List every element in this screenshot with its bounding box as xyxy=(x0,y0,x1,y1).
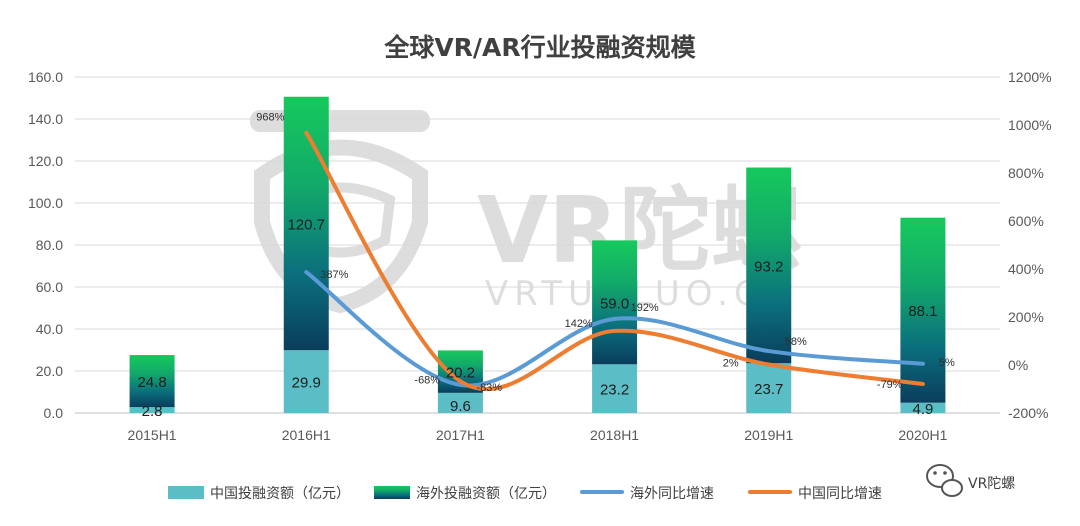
x-tick-label: 2019H1 xyxy=(744,427,793,443)
x-tick-label: 2020H1 xyxy=(898,427,947,443)
bar-china xyxy=(437,392,483,413)
bar-china-label: 29.9 xyxy=(292,375,321,392)
wechat-icon xyxy=(926,464,963,497)
chart-title: 全球VR/AR行业投融资规模 xyxy=(383,33,696,62)
line-china-label: 2% xyxy=(723,358,739,370)
line-overseas-growth xyxy=(304,270,925,388)
x-tick-label: 2015H1 xyxy=(128,427,177,443)
line-overseas-label: 5% xyxy=(939,357,955,369)
right-tick-label: -200% xyxy=(1008,405,1048,421)
line-overseas-label: -83% xyxy=(476,382,502,394)
bar-overseas-label: 120.7 xyxy=(287,216,325,233)
bar-overseas xyxy=(900,217,946,403)
watermark: VR陀螺 VRTUOLUO.CN xyxy=(250,110,803,314)
right-tick-label: 1200% xyxy=(1008,69,1052,85)
line-labels: 387% -83% 192% 58% 5% 968% -68% 142% 2% -79% xyxy=(256,112,955,394)
footer-badge: VR陀螺 xyxy=(926,464,1015,497)
legend-label: 海外同比增速 xyxy=(630,486,714,502)
right-tick-label: 1000% xyxy=(1008,117,1052,133)
line-china-label: -68% xyxy=(414,374,440,386)
bar-overseas xyxy=(746,167,792,364)
bars xyxy=(129,96,946,413)
left-tick-label: 80.0 xyxy=(36,237,63,253)
bar-overseas-label: 93.2 xyxy=(754,258,783,275)
right-tick-label: 200% xyxy=(1008,309,1044,325)
bar-china xyxy=(746,363,792,413)
line-china-label: -79% xyxy=(877,379,903,391)
bar-overseas-label: 88.1 xyxy=(908,303,937,320)
bar-china-label: 9.6 xyxy=(450,398,471,415)
bar-china xyxy=(592,364,638,413)
left-tick-label: 0.0 xyxy=(44,405,64,421)
bar-overseas xyxy=(592,240,638,365)
bar-overseas xyxy=(283,96,329,351)
left-tick-label: 60.0 xyxy=(36,279,63,295)
left-tick-label: 160.0 xyxy=(28,69,63,85)
bar-overseas-label: 24.8 xyxy=(137,374,166,391)
bar-china xyxy=(900,402,946,413)
legend-swatch-china xyxy=(168,486,204,499)
line-china-growth xyxy=(304,130,925,392)
bar-overseas-label: 20.2 xyxy=(446,365,475,382)
x-tick-label: 2018H1 xyxy=(590,427,639,443)
grid xyxy=(75,76,1000,414)
x-tick-label: 2016H1 xyxy=(282,427,331,443)
legend-label: 海外投融资额（亿元） xyxy=(416,486,556,502)
line-overseas-label: 58% xyxy=(785,336,807,348)
lines xyxy=(304,130,925,392)
line-china-label: 142% xyxy=(565,318,593,330)
right-tick-label: 600% xyxy=(1008,213,1044,229)
bar-china xyxy=(129,407,175,413)
left-tick-label: 120.0 xyxy=(28,153,63,169)
left-tick-label: 140.0 xyxy=(28,111,63,127)
bar-labels: 2.8 24.8 29.9 120.7 9.6 20.2 23.2 59.0 23.7 93.2 4… xyxy=(137,216,937,420)
bar-china-label: 23.7 xyxy=(754,381,783,398)
legend-label: 中国同比增速 xyxy=(798,486,882,502)
left-tick-label: 40.0 xyxy=(36,321,63,337)
right-tick-label: 0% xyxy=(1008,357,1028,373)
right-tick-label: 400% xyxy=(1008,261,1044,277)
left-tick-label: 20.0 xyxy=(36,363,63,379)
left-tick-label: 100.0 xyxy=(28,195,63,211)
right-axis: -200% 0% 200% 400% 600% 800% 1000% 1200% xyxy=(1008,69,1052,421)
bar-overseas-label: 59.0 xyxy=(600,295,629,312)
left-axis: 0.0 20.0 40.0 60.0 80.0 100.0 120.0 140.0 160.0 xyxy=(28,69,63,421)
footer-badge-text: VR陀螺 xyxy=(968,476,1015,492)
bar-china-label: 2.8 xyxy=(142,403,163,420)
bar-china-label: 4.9 xyxy=(912,401,933,418)
x-tick-label: 2017H1 xyxy=(436,427,485,443)
right-tick-label: 800% xyxy=(1008,165,1044,181)
line-china-label: 968% xyxy=(256,112,284,124)
bar-china-label: 23.2 xyxy=(600,382,629,399)
legend-swatch-overseas xyxy=(374,486,410,499)
legend-label: 中国投融资额（亿元） xyxy=(210,486,350,502)
line-overseas-label: 192% xyxy=(631,302,659,314)
x-axis: 2015H1 2016H1 2017H1 2018H1 2019H1 2020H1 xyxy=(128,427,948,443)
line-overseas-label: 387% xyxy=(320,269,348,281)
bar-overseas xyxy=(129,355,175,408)
legend: 中国投融资额（亿元） 海外投融资额（亿元） 海外同比增速 中国同比增速 xyxy=(168,486,882,502)
bar-china xyxy=(283,350,329,413)
